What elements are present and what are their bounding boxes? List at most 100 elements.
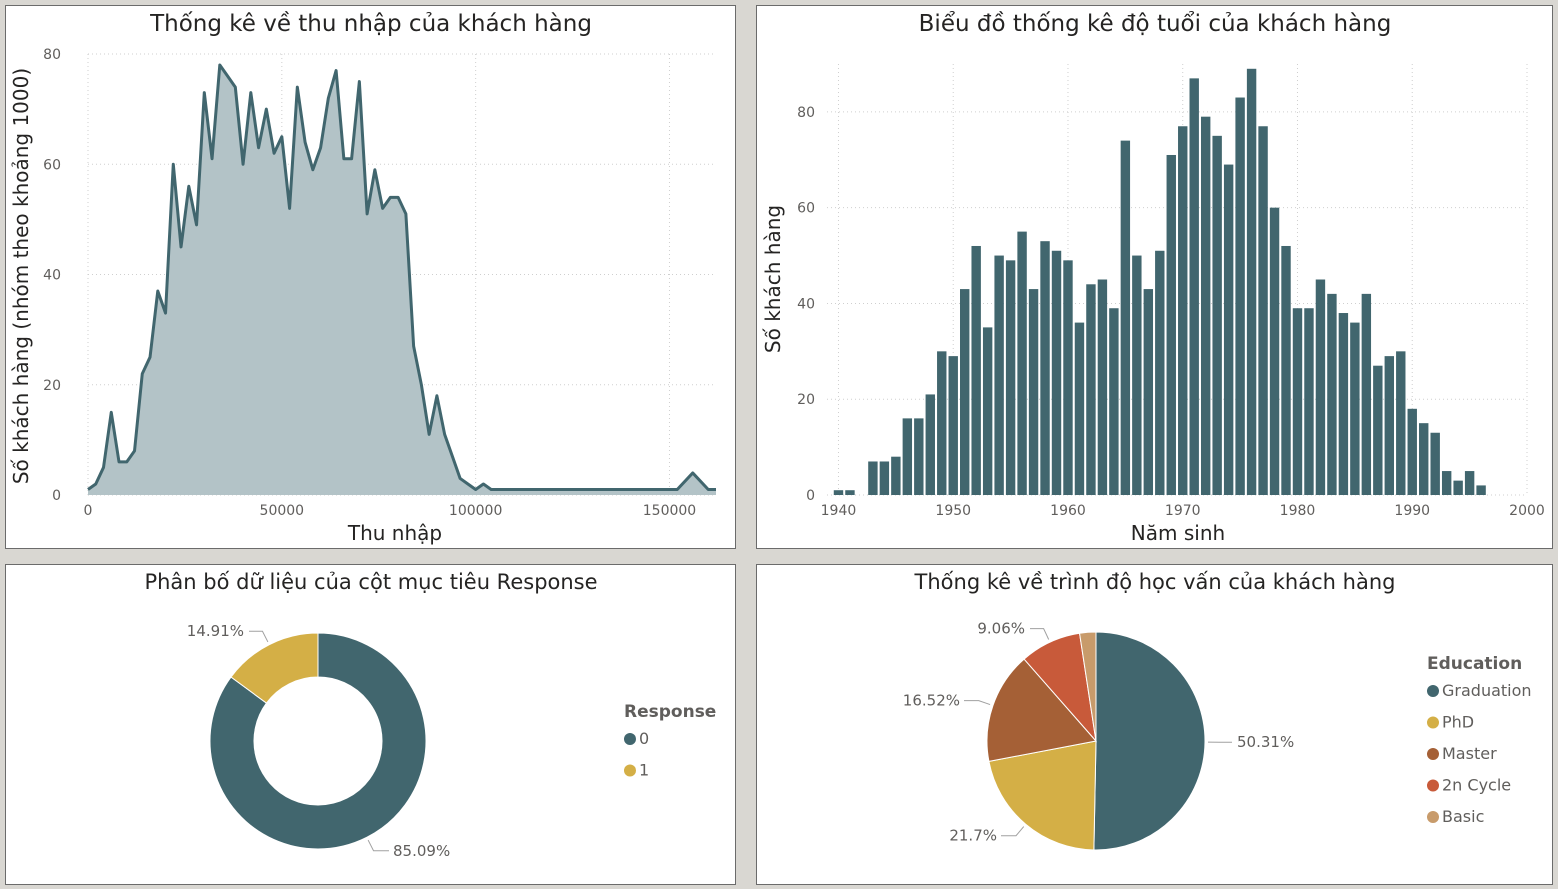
bar bbox=[1120, 140, 1131, 495]
birth-year-bar-chart: Biểu đồ thống kê độ tuổi của khách hàng 0… bbox=[761, 11, 1545, 545]
legend-swatch bbox=[1427, 811, 1439, 823]
bar bbox=[1246, 68, 1257, 496]
slice-label: 21.7% bbox=[949, 827, 997, 845]
legend-item: 0 bbox=[639, 729, 649, 748]
bar bbox=[1430, 432, 1440, 495]
bar bbox=[1223, 164, 1234, 496]
y-tick-label: 20 bbox=[43, 378, 61, 394]
x-tick-label: 1940 bbox=[821, 503, 857, 519]
education-pie-chart: Thống kê về trình độ học vấn của khách h… bbox=[903, 570, 1532, 851]
bar bbox=[925, 394, 935, 495]
leader-line bbox=[1001, 826, 1025, 837]
x-tick-label: 1950 bbox=[935, 503, 971, 519]
y-tick-label: 0 bbox=[806, 488, 815, 504]
bar bbox=[1109, 308, 1119, 495]
leader-line bbox=[964, 700, 991, 706]
x-axis-label: Năm sinh bbox=[1131, 521, 1225, 545]
bar bbox=[833, 490, 844, 495]
bar bbox=[845, 490, 855, 495]
bar bbox=[1373, 365, 1383, 495]
bar bbox=[1315, 279, 1326, 495]
bar bbox=[1258, 126, 1268, 495]
slice-label: 16.52% bbox=[903, 692, 960, 710]
leader-line bbox=[249, 630, 269, 643]
x-tick-label: 1970 bbox=[1165, 503, 1201, 519]
pie-slice bbox=[1093, 631, 1206, 851]
legend-item: Basic bbox=[1442, 807, 1484, 826]
x-axis-label: Thu nhập bbox=[347, 521, 442, 545]
bar bbox=[1350, 322, 1360, 495]
y-tick-label: 0 bbox=[52, 488, 61, 504]
bar bbox=[1200, 116, 1211, 495]
bar bbox=[1086, 284, 1096, 495]
y-tick-label: 20 bbox=[797, 392, 815, 408]
chart-title: Thống kê về trình độ học vấn của khách h… bbox=[914, 570, 1396, 594]
x-tick-label: 100000 bbox=[449, 503, 502, 519]
bar bbox=[1396, 351, 1406, 495]
bar bbox=[1441, 471, 1452, 495]
bar bbox=[1074, 322, 1085, 495]
x-tick-label: 2000 bbox=[1509, 503, 1545, 519]
income-area-fill bbox=[88, 65, 716, 496]
bar bbox=[1212, 135, 1222, 496]
bar bbox=[902, 418, 913, 495]
response-chart-panel: Phân bố dữ liệu của cột mục tiêu Respons… bbox=[5, 564, 736, 885]
bar bbox=[1063, 260, 1073, 495]
legend-title: Education bbox=[1427, 654, 1522, 674]
bar bbox=[879, 461, 890, 495]
bar bbox=[1005, 260, 1016, 495]
bar bbox=[1097, 279, 1108, 495]
bar bbox=[1235, 97, 1245, 496]
age-chart-panel: Biểu đồ thống kê độ tuổi của khách hàng 0… bbox=[756, 5, 1553, 549]
pie-slice bbox=[986, 658, 1097, 762]
bar bbox=[1476, 485, 1486, 495]
legend-swatch bbox=[1427, 685, 1439, 697]
bar bbox=[1419, 423, 1429, 495]
legend-swatch bbox=[624, 733, 636, 745]
chart-title: Phân bố dữ liệu của cột mục tiêu Respons… bbox=[144, 570, 597, 594]
slice-label: 9.06% bbox=[977, 620, 1025, 638]
y-tick-label: 60 bbox=[797, 201, 815, 217]
y-tick-label: 40 bbox=[797, 296, 815, 312]
pie-slice bbox=[209, 632, 427, 850]
x-tick-label: 1980 bbox=[1280, 503, 1316, 519]
bar bbox=[1166, 154, 1176, 495]
bar bbox=[1189, 78, 1199, 495]
bar bbox=[1269, 207, 1280, 495]
response-donut-chart: Phân bố dữ liệu của cột mục tiêu Respons… bbox=[144, 570, 716, 860]
y-tick-label: 80 bbox=[43, 47, 61, 63]
bar bbox=[1338, 313, 1349, 495]
slice-label: 85.09% bbox=[393, 842, 450, 860]
bar bbox=[1028, 289, 1039, 495]
bar bbox=[1453, 480, 1463, 495]
bar bbox=[914, 418, 924, 495]
income-area-chart: Thống kê về thu nhập của khách hàng 0 20 40… bbox=[9, 11, 716, 545]
y-tick-label: 80 bbox=[797, 105, 815, 121]
bar bbox=[1143, 289, 1154, 495]
bar bbox=[1178, 126, 1188, 495]
legend-item: 2n Cycle bbox=[1442, 776, 1511, 795]
bar bbox=[1304, 308, 1314, 495]
y-axis-label: Số khách hàng (nhóm theo khoảng 1000) bbox=[9, 68, 33, 484]
pie-slice bbox=[988, 740, 1097, 851]
bar bbox=[1281, 245, 1291, 495]
chart-title: Biểu đồ thống kê độ tuổi của khách hàng bbox=[919, 11, 1392, 37]
y-axis-label: Số khách hàng bbox=[761, 205, 785, 353]
legend-item: PhD bbox=[1442, 713, 1474, 732]
bar bbox=[1464, 471, 1475, 495]
x-tick-label: 0 bbox=[84, 503, 93, 519]
legend-title: Response bbox=[624, 702, 716, 722]
legend-swatch bbox=[624, 764, 636, 777]
y-tick-label: 40 bbox=[43, 268, 61, 284]
education-chart-panel: Thống kê về trình độ học vấn của khách h… bbox=[756, 564, 1553, 885]
leader-line bbox=[1030, 628, 1050, 640]
legend-swatch bbox=[1427, 779, 1439, 792]
bar bbox=[982, 327, 993, 495]
y-tick-label: 60 bbox=[43, 157, 61, 173]
bar bbox=[937, 351, 947, 495]
pie-slice bbox=[230, 632, 319, 704]
slice-label: 50.31% bbox=[1237, 733, 1294, 751]
bar bbox=[1327, 293, 1337, 495]
bar bbox=[960, 289, 970, 495]
legend-item: Graduation bbox=[1442, 681, 1532, 700]
